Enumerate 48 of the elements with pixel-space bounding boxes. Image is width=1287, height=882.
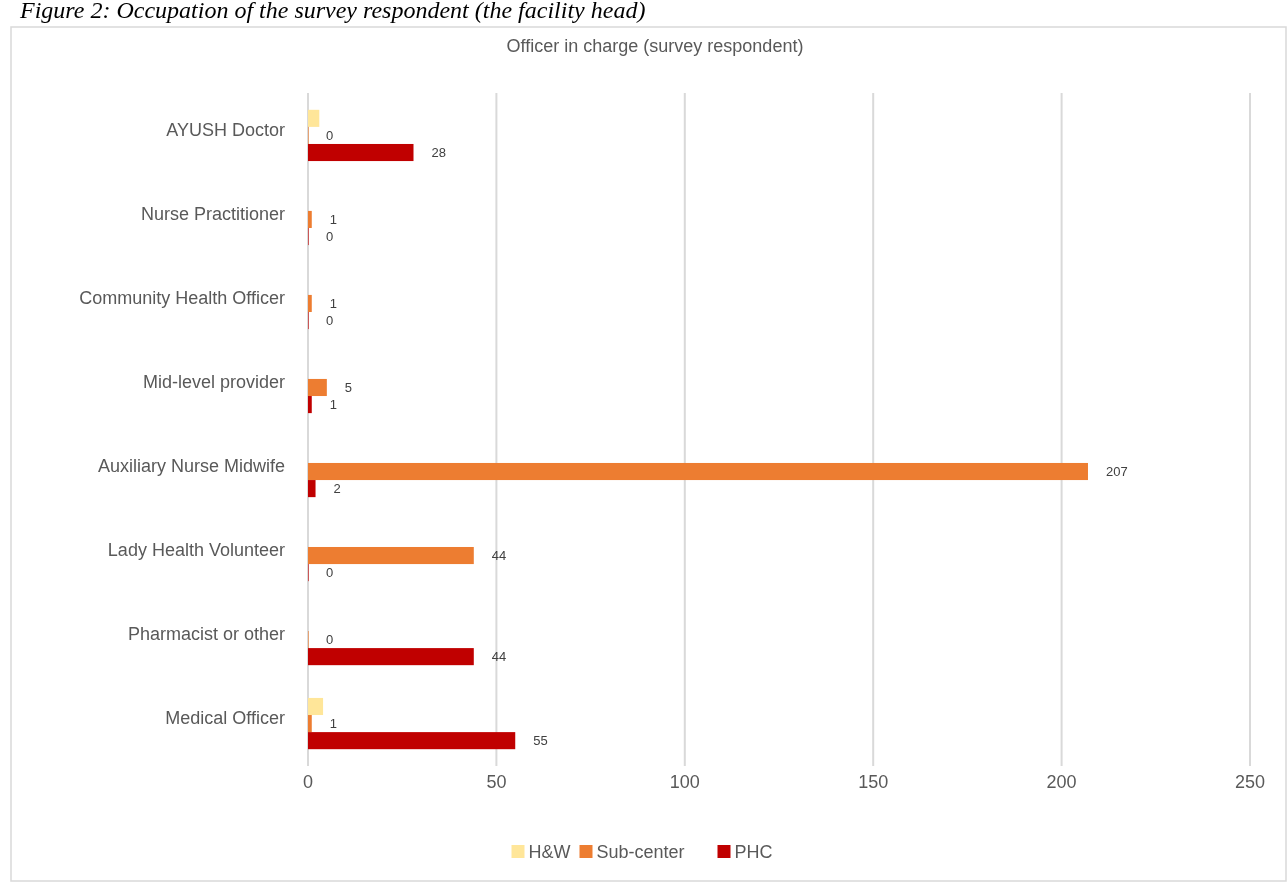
bar xyxy=(308,480,316,498)
y-tick-label: Community Health Officer xyxy=(79,287,286,308)
data-label: 0 xyxy=(326,313,334,329)
bar xyxy=(308,143,414,162)
legend-label: Sub-center xyxy=(596,842,685,863)
data-label: 44 xyxy=(491,649,507,665)
y-tick-label: Nurse Practitioner xyxy=(140,203,285,224)
data-label: 1 xyxy=(329,212,337,227)
chart-subtitle: Officer in charge (survey respondent) xyxy=(506,36,804,56)
x-tick-label: 250 xyxy=(1234,771,1266,792)
bar xyxy=(308,378,327,397)
y-tick-label: Lady Health Volunteer xyxy=(107,539,285,560)
y-tick-label: Medical Officer xyxy=(165,707,285,728)
data-label: 0 xyxy=(326,565,334,581)
bar xyxy=(308,546,474,565)
y-tick-label: Pharmacist or other xyxy=(127,623,285,644)
data-label: 2 xyxy=(333,481,341,497)
y-tick-label: Auxiliary Nurse Midwife xyxy=(97,455,285,476)
data-label: 1 xyxy=(329,296,337,312)
legend-label: PHC xyxy=(734,842,773,863)
x-tick-label: 0 xyxy=(302,771,314,792)
bar xyxy=(308,109,320,127)
y-tick-label: Mid-level provider xyxy=(142,371,285,392)
bar xyxy=(308,294,312,313)
bar xyxy=(308,462,1088,481)
data-label: 1 xyxy=(329,716,337,732)
legend-label: H&W xyxy=(528,842,571,863)
data-label: 44 xyxy=(491,548,507,564)
x-tick-label: 150 xyxy=(858,771,889,792)
data-label: 5 xyxy=(344,380,353,396)
bar xyxy=(308,697,324,716)
bar xyxy=(308,210,312,228)
data-label: 207 xyxy=(1105,464,1128,480)
data-label: 0 xyxy=(326,632,334,648)
bar xyxy=(308,715,312,733)
data-label: 0 xyxy=(326,229,334,245)
bar xyxy=(308,732,516,750)
data-label: 1 xyxy=(329,397,337,413)
chart-title: Figure 2: Occupation of the survey respondent (the facility head) xyxy=(19,0,646,24)
x-tick-label: 100 xyxy=(669,771,700,792)
bar xyxy=(308,396,312,414)
data-label: 28 xyxy=(431,145,446,161)
x-tick-label: 200 xyxy=(1046,771,1077,792)
data-label: 0 xyxy=(326,127,334,143)
data-label: 55 xyxy=(533,733,548,749)
y-tick-label: AYUSH Doctor xyxy=(166,119,285,140)
x-tick-label: 50 xyxy=(486,771,507,792)
bar xyxy=(308,648,474,666)
